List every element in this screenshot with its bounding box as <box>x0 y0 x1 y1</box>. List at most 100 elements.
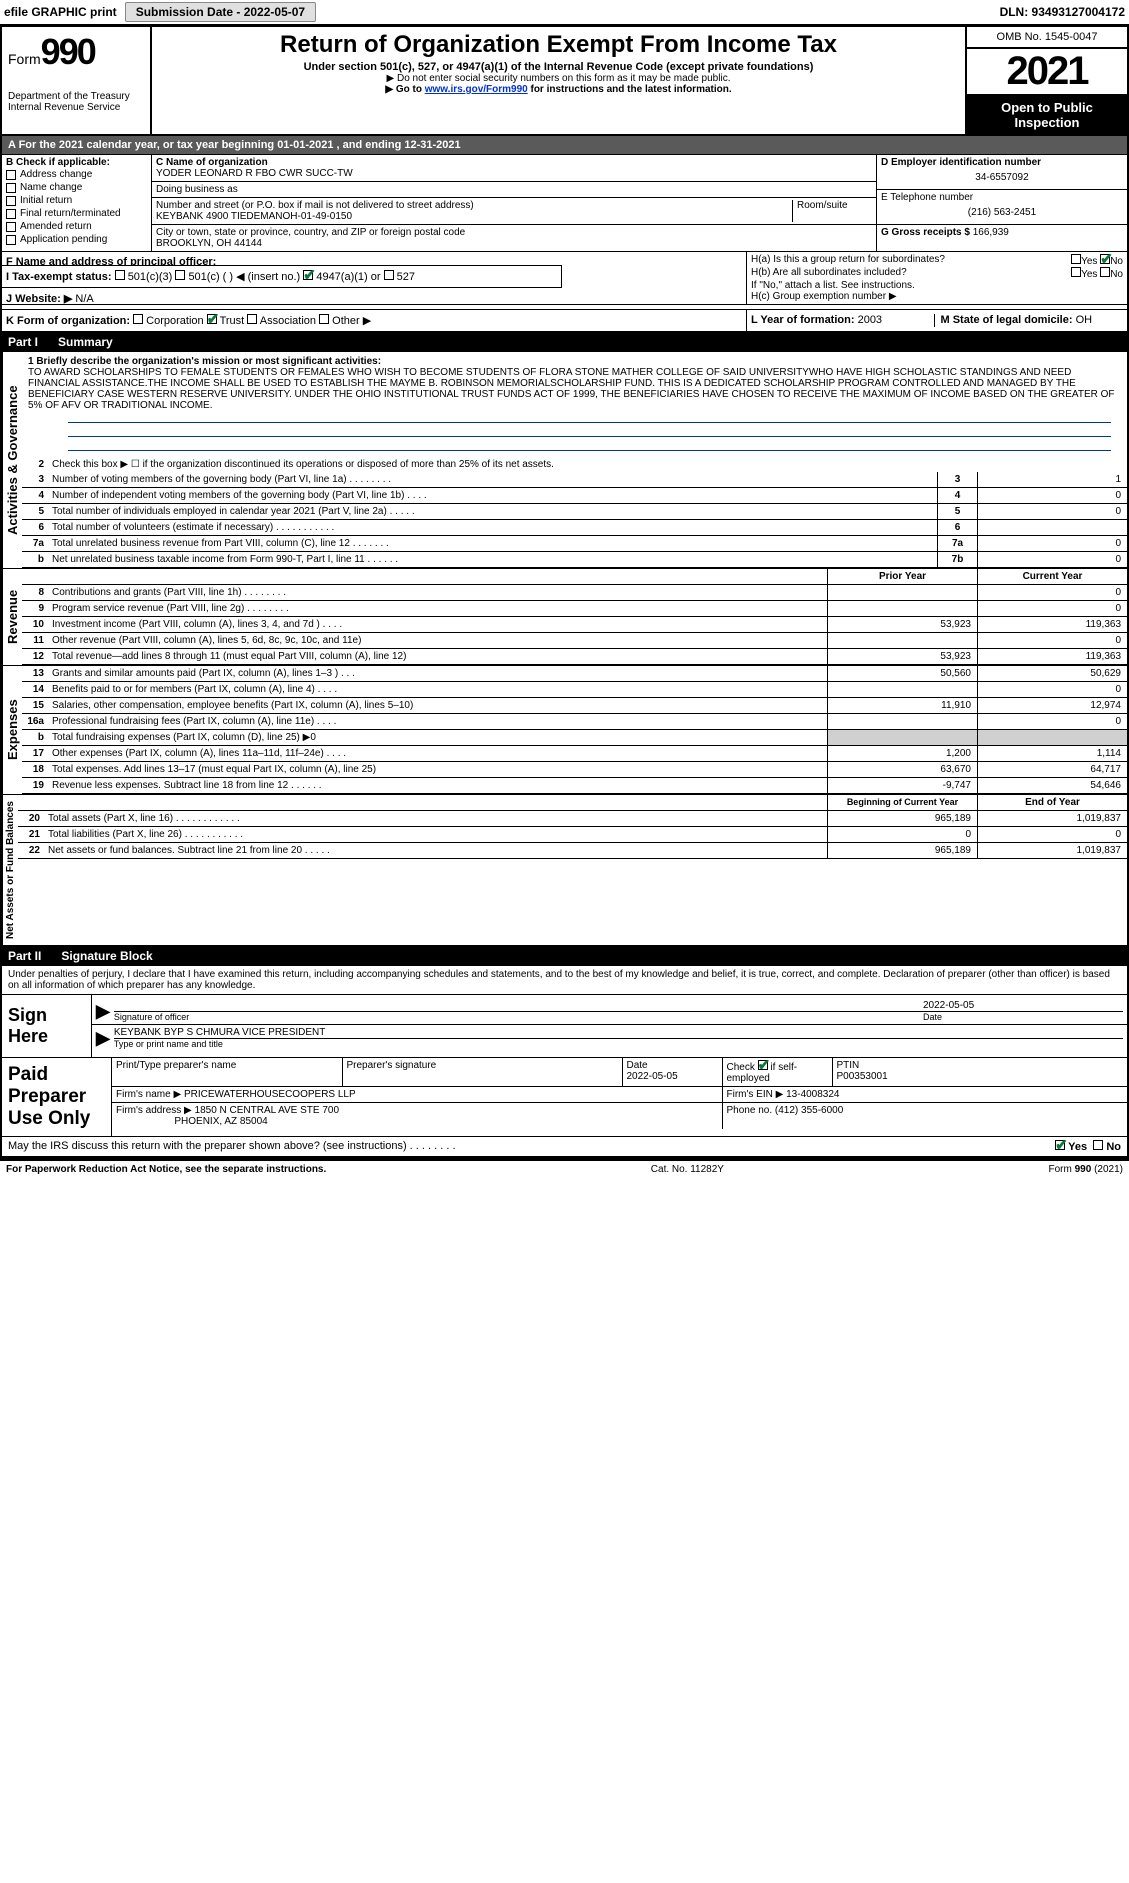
submission-date-button[interactable]: Submission Date - 2022-05-07 <box>125 2 316 22</box>
data-line: 10 Investment income (Part VIII, column … <box>22 617 1127 633</box>
line-desc: Professional fundraising fees (Part IX, … <box>48 714 827 729</box>
k-trust-cb[interactable] <box>207 314 217 324</box>
line-desc: Total unrelated business revenue from Pa… <box>48 536 937 551</box>
part1-header: Part I Summary <box>2 332 1127 352</box>
prior-val: 53,923 <box>827 649 977 664</box>
data-line: 15 Salaries, other compensation, employe… <box>22 698 1127 714</box>
cb-amended[interactable]: Amended return <box>6 220 147 233</box>
line-num: 12 <box>22 649 48 664</box>
k-assoc-cb[interactable] <box>247 314 257 324</box>
prep-h3: Date <box>627 1060 648 1071</box>
c-label: C Name of organization <box>156 157 872 168</box>
firm-name-label: Firm's name ▶ <box>116 1089 181 1100</box>
cb-final-return[interactable]: Final return/terminated <box>6 207 147 220</box>
i-opt: 501(c)(3) <box>128 271 173 283</box>
prior-val: 1,200 <box>827 746 977 761</box>
line-num: 21 <box>18 827 44 842</box>
mission-text: TO AWARD SCHOLARSHIPS TO FEMALE STUDENTS… <box>28 367 1121 411</box>
line-val <box>977 520 1127 535</box>
city-label: City or town, state or province, country… <box>156 227 872 238</box>
line-box: 4 <box>937 488 977 503</box>
current-val: 1,019,837 <box>977 811 1127 826</box>
line-num: 4 <box>22 488 48 503</box>
sign-here-label: Sign Here <box>2 995 92 1057</box>
i-501c3-cb[interactable] <box>115 270 125 280</box>
cb-initial-return[interactable]: Initial return <box>6 194 147 207</box>
i-501c-cb[interactable] <box>175 270 185 280</box>
yes-label: Yes <box>1068 1141 1087 1153</box>
k-other-cb[interactable] <box>319 314 329 324</box>
blank-line <box>68 411 1111 423</box>
line-num: 7a <box>22 536 48 551</box>
current-val: 0 <box>977 585 1127 600</box>
arrow-icon: ▶ <box>96 1001 110 1022</box>
form-prefix: Form <box>8 51 41 67</box>
prep-h2: Preparer's signature <box>342 1058 622 1087</box>
line-desc: Total number of volunteers (estimate if … <box>48 520 937 535</box>
discuss-text: May the IRS discuss this return with the… <box>8 1140 1055 1153</box>
form-number: 990 <box>41 31 95 72</box>
l-value: 2003 <box>858 314 882 326</box>
line-desc: Other revenue (Part VIII, column (A), li… <box>48 633 827 648</box>
cb-address-change[interactable]: Address change <box>6 168 147 181</box>
gov-line: 4 Number of independent voting members o… <box>22 488 1127 504</box>
gross-receipts: 166,939 <box>973 227 1009 238</box>
prior-val: 50,560 <box>827 666 977 681</box>
line-num: 8 <box>22 585 48 600</box>
gov-line: 6 Total number of volunteers (estimate i… <box>22 520 1127 536</box>
g-label: G Gross receipts $ <box>881 227 970 238</box>
line-num: 14 <box>22 682 48 697</box>
line-num: 17 <box>22 746 48 761</box>
cat-no: Cat. No. 11282Y <box>651 1164 724 1175</box>
current-val: 12,974 <box>977 698 1127 713</box>
ein-value: 34-6557092 <box>881 168 1123 187</box>
firm-ein-label: Firm's EIN ▶ <box>727 1089 784 1100</box>
ha-yes-cb[interactable] <box>1071 254 1081 264</box>
gov-line: 7a Total unrelated business revenue from… <box>22 536 1127 552</box>
prep-date: 2022-05-05 <box>627 1071 678 1082</box>
paid-preparer-label: Paid Preparer Use Only <box>2 1058 112 1136</box>
line-val: 0 <box>977 488 1127 503</box>
cb-label: Amended return <box>20 221 92 232</box>
firm-phone-label: Phone no. <box>727 1105 773 1116</box>
i-527-cb[interactable] <box>384 270 394 280</box>
cb-label: Initial return <box>20 195 72 206</box>
irs-label: Internal Revenue Service <box>8 102 144 113</box>
firm-addr1: 1850 N CENTRAL AVE STE 700 <box>195 1105 340 1116</box>
open-public-badge: Open to Public Inspection <box>967 96 1127 134</box>
current-val: 0 <box>977 633 1127 648</box>
discuss-no-cb[interactable] <box>1093 1140 1103 1150</box>
prior-val: 53,923 <box>827 617 977 632</box>
line-num: b <box>22 730 48 745</box>
current-year-header: Current Year <box>977 569 1127 584</box>
line-desc: Benefits paid to or for members (Part IX… <box>48 682 827 697</box>
hc-label: H(c) Group exemption number ▶ <box>751 291 1123 302</box>
sig-officer-label: Signature of officer <box>114 1011 923 1022</box>
line-box: 3 <box>937 472 977 487</box>
k-corp-cb[interactable] <box>133 314 143 324</box>
line-num: 10 <box>22 617 48 632</box>
section-bcd: B Check if applicable: Address change Na… <box>2 155 1127 252</box>
irs-link[interactable]: www.irs.gov/Form990 <box>425 84 528 95</box>
k-opt: Trust <box>220 315 245 327</box>
cb-label: Application pending <box>20 234 107 245</box>
vlabel-revenue: Revenue <box>2 569 22 665</box>
self-employed-cb[interactable] <box>758 1060 768 1070</box>
line2-text: Check this box ▶ ☐ if the organization d… <box>48 457 1127 472</box>
blank-line <box>68 425 1111 437</box>
cb-name-change[interactable]: Name change <box>6 181 147 194</box>
line-num: 11 <box>22 633 48 648</box>
city-value: BROOKLYN, OH 44144 <box>156 238 872 249</box>
revenue-block: Revenue Prior Year Current Year 8 Contri… <box>2 569 1127 666</box>
line-num: 22 <box>18 843 44 858</box>
ha-no-cb[interactable] <box>1100 254 1110 264</box>
i-4947-cb[interactable] <box>303 270 313 280</box>
line-desc: Total assets (Part X, line 16) . . . . .… <box>44 811 827 826</box>
tax-year: 2021 <box>967 49 1127 96</box>
d-label: D Employer identification number <box>881 157 1123 168</box>
part2-label: Part II <box>8 949 41 963</box>
part2-title: Signature Block <box>61 949 152 963</box>
cb-app-pending[interactable]: Application pending <box>6 233 147 246</box>
discuss-yes-cb[interactable] <box>1055 1140 1065 1150</box>
line-desc: Number of voting members of the governin… <box>48 472 937 487</box>
